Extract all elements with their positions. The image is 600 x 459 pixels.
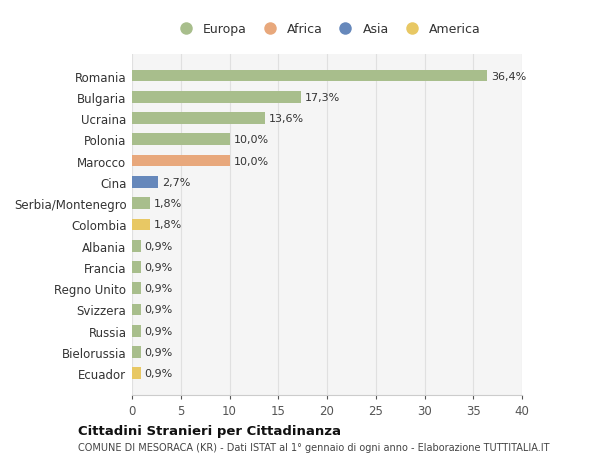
Text: 13,6%: 13,6% bbox=[269, 114, 304, 124]
Bar bbox=[132, 113, 265, 125]
Text: 1,8%: 1,8% bbox=[154, 220, 182, 230]
Text: 0,9%: 0,9% bbox=[145, 369, 173, 379]
Bar bbox=[132, 368, 141, 379]
Bar bbox=[132, 219, 149, 231]
Text: 2,7%: 2,7% bbox=[162, 178, 191, 187]
Text: 36,4%: 36,4% bbox=[491, 71, 526, 81]
Bar bbox=[132, 347, 141, 358]
Text: 10,0%: 10,0% bbox=[233, 156, 269, 166]
Text: 17,3%: 17,3% bbox=[305, 93, 340, 102]
Text: COMUNE DI MESORACA (KR) - Dati ISTAT al 1° gennaio di ogni anno - Elaborazione T: COMUNE DI MESORACA (KR) - Dati ISTAT al … bbox=[78, 442, 550, 452]
Bar bbox=[132, 262, 141, 273]
Text: Cittadini Stranieri per Cittadinanza: Cittadini Stranieri per Cittadinanza bbox=[78, 424, 341, 437]
Text: 10,0%: 10,0% bbox=[233, 135, 269, 145]
Bar bbox=[132, 156, 229, 167]
Bar bbox=[132, 304, 141, 316]
Bar bbox=[132, 241, 141, 252]
Text: 1,8%: 1,8% bbox=[154, 199, 182, 209]
Text: 0,9%: 0,9% bbox=[145, 284, 173, 294]
Text: 0,9%: 0,9% bbox=[145, 305, 173, 315]
Bar bbox=[132, 92, 301, 103]
Bar bbox=[132, 177, 158, 188]
Bar bbox=[132, 134, 229, 146]
Bar bbox=[132, 198, 149, 209]
Bar bbox=[132, 325, 141, 337]
Text: 0,9%: 0,9% bbox=[145, 263, 173, 272]
Text: 0,9%: 0,9% bbox=[145, 241, 173, 251]
Text: 0,9%: 0,9% bbox=[145, 347, 173, 357]
Text: 0,9%: 0,9% bbox=[145, 326, 173, 336]
Legend: Europa, Africa, Asia, America: Europa, Africa, Asia, America bbox=[170, 21, 484, 39]
Bar bbox=[132, 71, 487, 82]
Bar bbox=[132, 283, 141, 294]
